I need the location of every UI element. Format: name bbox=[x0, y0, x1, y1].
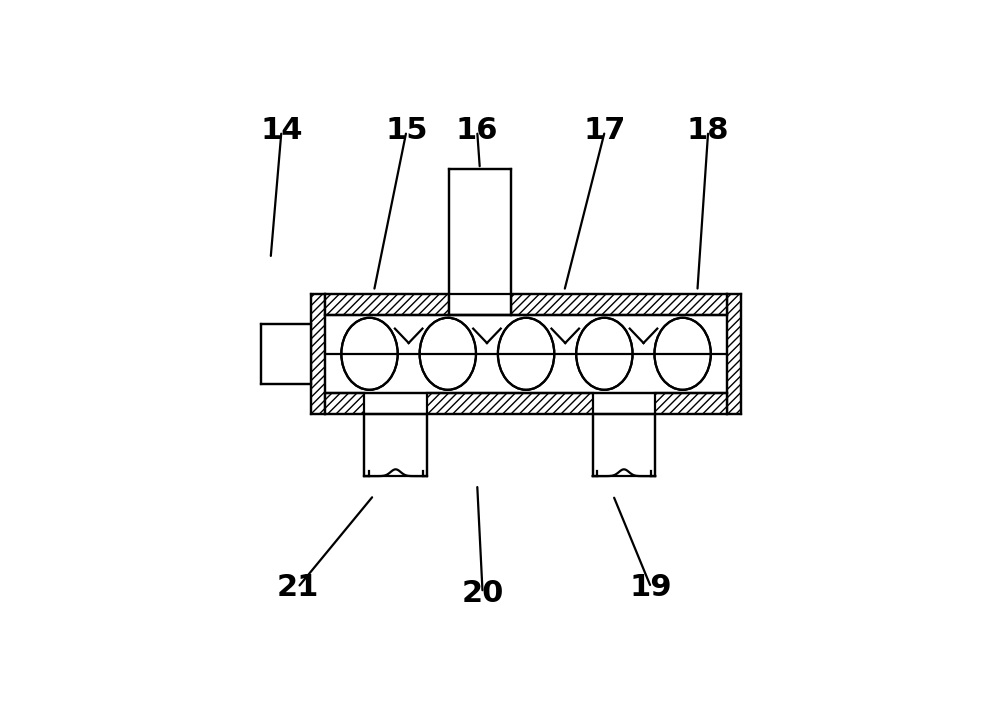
Bar bbox=[511, 294, 727, 315]
Text: 19: 19 bbox=[630, 573, 672, 602]
Ellipse shape bbox=[420, 318, 476, 390]
Bar bbox=[449, 169, 511, 315]
Bar bbox=[511, 294, 727, 315]
Bar bbox=[311, 294, 325, 414]
Ellipse shape bbox=[498, 318, 554, 390]
Bar bbox=[364, 414, 427, 476]
Ellipse shape bbox=[341, 318, 398, 390]
Ellipse shape bbox=[576, 318, 633, 390]
Bar bbox=[655, 393, 727, 414]
Bar bbox=[325, 294, 449, 315]
Text: 14: 14 bbox=[260, 116, 303, 145]
Bar bbox=[655, 393, 727, 414]
Text: 18: 18 bbox=[687, 116, 729, 145]
Bar bbox=[727, 294, 741, 414]
Bar bbox=[325, 393, 364, 414]
Bar bbox=[427, 393, 593, 414]
Bar bbox=[311, 294, 325, 414]
Text: 16: 16 bbox=[456, 116, 498, 145]
Text: 21: 21 bbox=[277, 573, 319, 602]
Bar bbox=[325, 294, 449, 315]
Text: 20: 20 bbox=[461, 578, 504, 607]
Bar bbox=[593, 414, 655, 476]
Bar bbox=[727, 294, 741, 414]
Bar bbox=[261, 324, 311, 384]
Text: 15: 15 bbox=[385, 116, 428, 145]
Bar bbox=[325, 393, 364, 414]
Text: 17: 17 bbox=[584, 116, 626, 145]
Bar bbox=[427, 393, 593, 414]
Ellipse shape bbox=[654, 318, 711, 390]
